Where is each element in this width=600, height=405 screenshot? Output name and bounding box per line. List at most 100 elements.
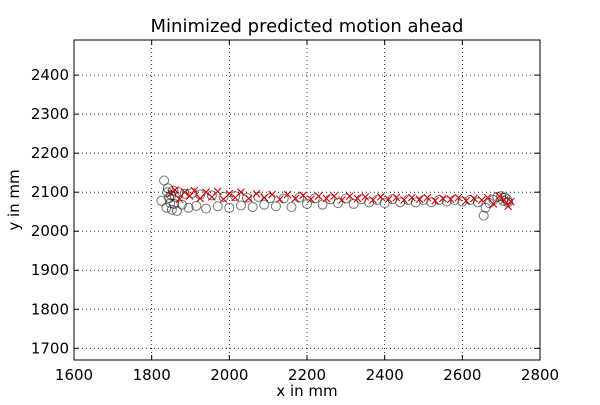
predicted-point [260, 193, 269, 202]
predicted-point [338, 196, 346, 204]
y-tick-label: 1900 [31, 261, 69, 279]
predicted-point [431, 196, 440, 205]
observed-point [348, 198, 359, 209]
x-tick-label: 2600 [443, 366, 481, 384]
observed-point [317, 199, 328, 210]
observed-point [212, 201, 223, 212]
predicted-point [275, 195, 284, 204]
x-axis-label: x in mm [276, 382, 337, 400]
predicted-point [171, 185, 179, 194]
x-tick-label: 2800 [521, 366, 559, 384]
y-axis-label: y in mm [5, 169, 23, 230]
predicted-point [291, 194, 300, 203]
predicted-point [180, 188, 189, 197]
y-tick-label: 1700 [31, 339, 69, 357]
predicted-point [175, 195, 184, 204]
predicted-point [213, 187, 222, 196]
predicted-point [361, 192, 370, 201]
predicted-point [504, 202, 513, 211]
observed-point [410, 197, 421, 208]
observed-point [173, 187, 184, 198]
observed-point [379, 198, 390, 209]
y-tick-label: 2200 [31, 144, 69, 162]
observed-point [265, 193, 276, 204]
predicted-point [439, 194, 447, 203]
ticks: 1600 1800 2000 2200 2400 2600 2800 1700 1800 1900… [31, 40, 559, 384]
predicted-point [268, 190, 276, 199]
observed-point [259, 199, 270, 210]
predicted-point [483, 193, 492, 202]
observed-point [191, 200, 202, 211]
y-tick-label: 2400 [31, 66, 69, 84]
observed-point [201, 203, 212, 214]
observed-point [247, 202, 258, 213]
predicted-point [299, 191, 308, 200]
predicted-point [306, 195, 315, 204]
observed-point [171, 205, 182, 216]
observed-point [166, 204, 177, 215]
predicted-point [384, 195, 393, 204]
predicted-point [202, 188, 210, 197]
y-tick-label: 1800 [31, 300, 69, 318]
observed-point [241, 192, 252, 203]
predicted-point [454, 193, 463, 202]
predicted-point [196, 194, 205, 203]
predicted-point [330, 192, 339, 200]
observed-point [364, 197, 375, 208]
predicted-point [470, 194, 478, 203]
predicted-point [185, 192, 194, 200]
predicted-point [495, 192, 504, 200]
observed-point [224, 202, 235, 213]
observed-point [478, 210, 489, 221]
observed-point [441, 196, 452, 207]
chart-title: Minimized predicted motion ahead [151, 16, 464, 37]
predicted-point [392, 193, 401, 202]
predicted-point [252, 189, 261, 198]
predicted-point [506, 197, 515, 206]
x-tick-label: 1600 [55, 366, 93, 384]
x-tick-label: 1800 [133, 366, 171, 384]
predicted-point [244, 194, 253, 203]
observed-point [159, 175, 170, 186]
observed-point [176, 199, 187, 210]
predicted-point [462, 196, 471, 205]
x-tick-label: 2400 [366, 366, 404, 384]
predicted-point [314, 192, 323, 200]
predicted-point [400, 196, 408, 204]
observed-point [206, 190, 217, 201]
predicted-point [477, 196, 486, 204]
x-tick-label: 2200 [288, 366, 326, 384]
predicted-point [415, 195, 424, 204]
predicted-point [369, 196, 377, 204]
observed-point [426, 197, 437, 208]
predicted-point [237, 188, 245, 197]
observed-point [169, 198, 180, 209]
predicted-point [446, 195, 455, 204]
observed-point [333, 198, 344, 209]
predicted-point [345, 192, 354, 200]
predicted-point [225, 189, 234, 198]
observed-point [270, 201, 281, 212]
observed-point [235, 200, 246, 211]
observed-point [218, 191, 229, 202]
observed-point [183, 202, 194, 213]
observed-point [472, 197, 483, 208]
observed-point [162, 183, 173, 194]
observed-point [230, 191, 241, 202]
predicted-point [190, 186, 199, 195]
predicted-point [376, 192, 385, 201]
y-tick-label: 2300 [31, 105, 69, 123]
predicted-point [407, 193, 416, 202]
observed-point [302, 198, 312, 209]
data-points [156, 175, 515, 221]
predicted-point [489, 200, 498, 208]
y-tick-label: 2000 [31, 222, 69, 240]
predicted-point [283, 190, 292, 199]
observed-point [395, 197, 406, 208]
observed-point [179, 188, 190, 199]
observed-point [340, 193, 351, 204]
predicted-point [423, 193, 432, 202]
predicted-point [322, 194, 331, 203]
observed-point [286, 202, 297, 213]
